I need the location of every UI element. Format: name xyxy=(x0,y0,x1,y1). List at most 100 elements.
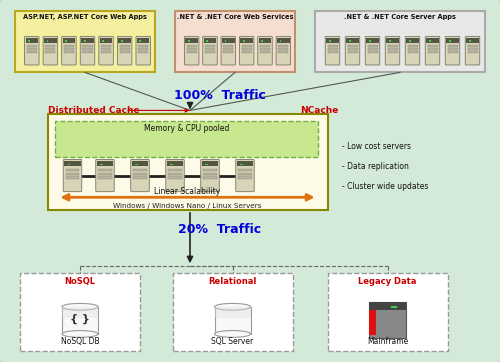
FancyBboxPatch shape xyxy=(326,37,340,65)
Bar xyxy=(204,38,216,43)
Bar xyxy=(366,38,379,43)
Bar xyxy=(389,40,390,42)
Bar xyxy=(328,273,448,351)
Text: ASP.NET, ASP.NET Core Web Apps: ASP.NET, ASP.NET Core Web Apps xyxy=(23,14,147,20)
Text: SQL Server: SQL Server xyxy=(212,337,254,346)
Bar xyxy=(26,38,38,43)
Ellipse shape xyxy=(62,331,98,337)
FancyBboxPatch shape xyxy=(236,160,254,192)
Bar xyxy=(368,48,378,50)
Bar xyxy=(137,38,149,43)
FancyBboxPatch shape xyxy=(118,37,132,65)
Ellipse shape xyxy=(62,303,98,310)
Bar xyxy=(65,40,67,42)
Bar xyxy=(369,306,376,335)
Bar xyxy=(388,45,398,47)
FancyBboxPatch shape xyxy=(96,160,114,192)
Bar xyxy=(348,48,358,50)
Bar xyxy=(260,45,270,47)
Bar xyxy=(315,11,485,72)
FancyBboxPatch shape xyxy=(63,160,82,192)
Bar xyxy=(134,173,146,175)
FancyBboxPatch shape xyxy=(203,37,217,65)
Text: { }: { } xyxy=(70,313,90,324)
Bar xyxy=(102,40,104,42)
Ellipse shape xyxy=(214,303,250,310)
Bar xyxy=(134,169,146,171)
Text: .NET & .NET Core Server Apps: .NET & .NET Core Server Apps xyxy=(344,14,456,20)
Bar xyxy=(448,48,458,50)
Bar xyxy=(20,273,140,351)
Bar xyxy=(97,161,113,167)
Bar xyxy=(469,40,470,42)
Bar xyxy=(62,38,75,43)
Bar xyxy=(277,38,289,43)
Bar xyxy=(243,40,245,42)
Bar xyxy=(138,51,148,53)
Text: Memory & CPU pooled: Memory & CPU pooled xyxy=(144,124,229,133)
Bar xyxy=(368,51,378,53)
Text: - Cluster wide updates: - Cluster wide updates xyxy=(342,182,429,191)
Bar xyxy=(64,45,74,47)
Bar xyxy=(82,48,92,50)
Bar xyxy=(64,48,74,50)
Bar xyxy=(100,38,112,43)
Bar xyxy=(101,51,111,53)
Bar xyxy=(204,177,216,179)
Bar xyxy=(84,40,86,42)
Bar xyxy=(28,40,30,42)
Bar xyxy=(328,45,338,47)
Bar xyxy=(329,40,330,42)
Bar xyxy=(168,177,181,179)
Bar xyxy=(214,307,250,334)
Bar xyxy=(408,45,418,47)
Text: 20%  Traffic: 20% Traffic xyxy=(178,223,262,236)
Bar xyxy=(409,40,410,42)
Bar xyxy=(205,164,208,165)
Bar xyxy=(168,173,181,175)
Bar xyxy=(328,51,338,53)
Bar xyxy=(64,51,74,53)
FancyBboxPatch shape xyxy=(136,37,150,65)
Text: NoSQL DB: NoSQL DB xyxy=(60,337,100,346)
FancyBboxPatch shape xyxy=(276,37,290,65)
Text: - Data replication: - Data replication xyxy=(342,162,409,171)
Bar xyxy=(278,45,288,47)
Bar xyxy=(240,38,253,43)
FancyBboxPatch shape xyxy=(425,37,440,65)
Bar xyxy=(100,164,102,165)
Text: Windows / Windows Nano / Linux Servers: Windows / Windows Nano / Linux Servers xyxy=(113,203,262,209)
Bar xyxy=(15,11,155,72)
Bar xyxy=(449,40,450,42)
Bar xyxy=(214,307,250,318)
Bar xyxy=(240,164,242,165)
Bar xyxy=(428,45,438,47)
Bar xyxy=(120,48,130,50)
Bar xyxy=(369,302,406,310)
Bar xyxy=(468,51,477,53)
Ellipse shape xyxy=(214,331,250,337)
Bar xyxy=(446,38,459,43)
Text: NoSQL: NoSQL xyxy=(64,277,96,286)
Bar xyxy=(186,38,198,43)
Bar xyxy=(224,40,226,42)
Bar xyxy=(278,51,288,53)
Bar xyxy=(27,48,37,50)
Bar xyxy=(168,169,181,171)
Bar xyxy=(369,302,406,338)
Bar xyxy=(326,38,339,43)
Bar xyxy=(132,161,148,167)
Bar xyxy=(224,45,234,47)
Bar xyxy=(205,51,215,53)
Bar xyxy=(98,169,112,171)
Bar xyxy=(118,38,131,43)
Bar xyxy=(388,51,398,53)
Bar xyxy=(388,48,398,50)
Bar xyxy=(386,38,399,43)
Bar xyxy=(186,45,196,47)
Bar xyxy=(46,48,56,50)
Bar xyxy=(186,48,196,50)
Text: Linear Scalability: Linear Scalability xyxy=(154,187,220,195)
Bar xyxy=(46,40,48,42)
Bar xyxy=(429,40,430,42)
